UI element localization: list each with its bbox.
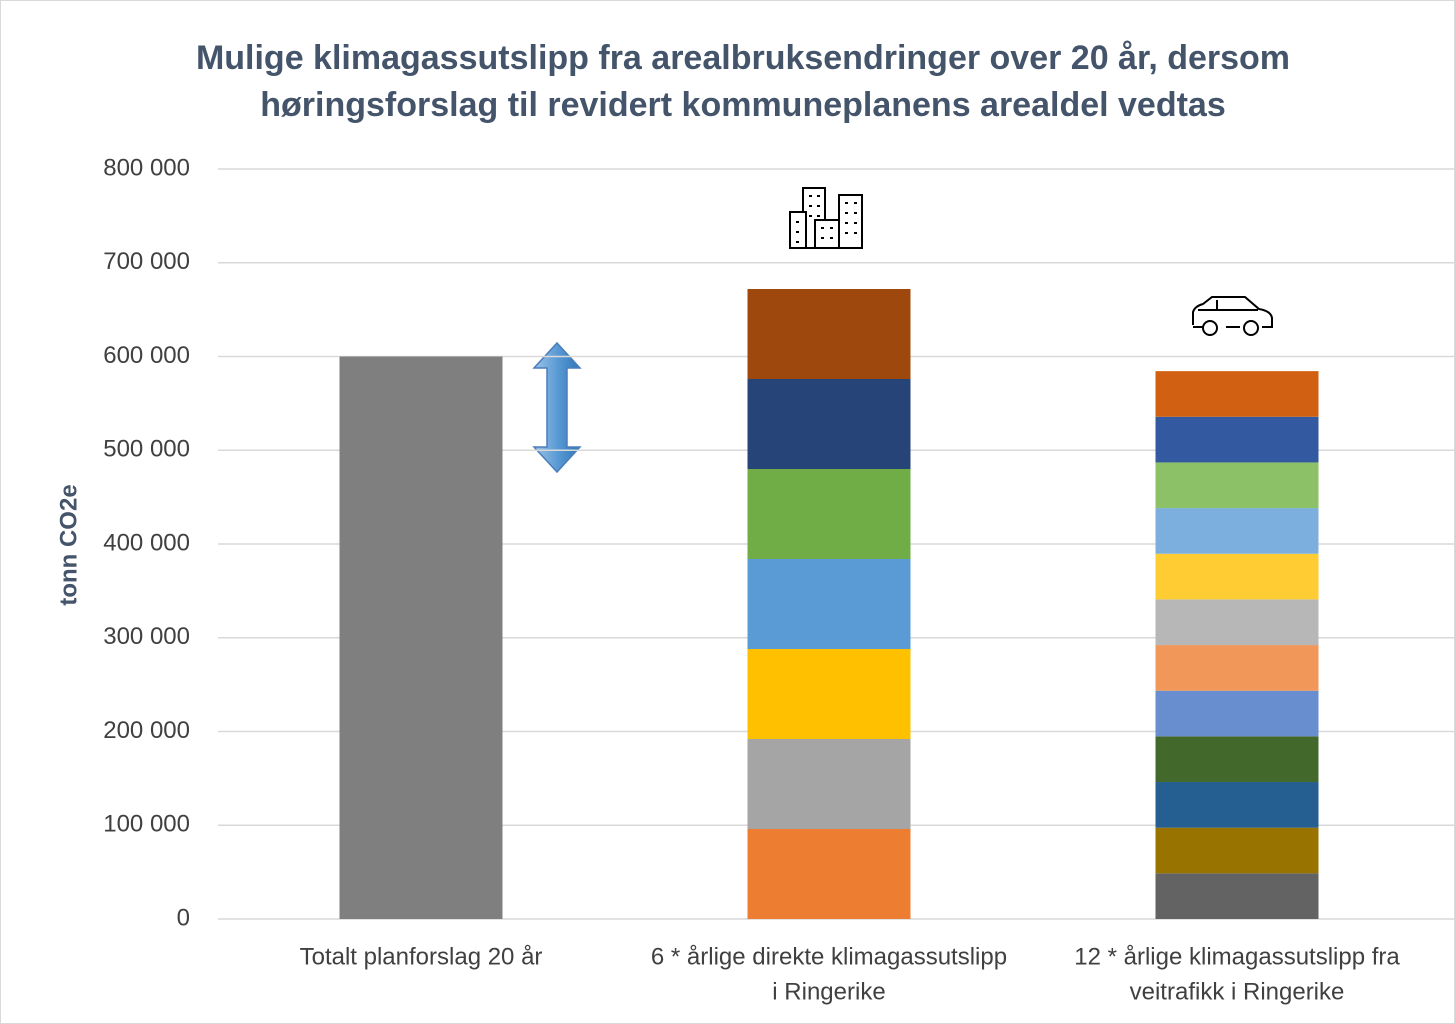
bar-segment xyxy=(339,356,503,919)
y-axis-label: tonn CO2e xyxy=(55,484,82,605)
y-tick-label: 100 000 xyxy=(103,811,190,838)
bar-segment xyxy=(747,289,911,379)
y-tick-label: 600 000 xyxy=(103,342,190,369)
bar-segment xyxy=(1155,736,1319,783)
chart-title: høringsforslag til revidert kommuneplane… xyxy=(260,86,1226,124)
bar-segment xyxy=(1155,416,1319,463)
y-tick-label: 500 000 xyxy=(103,436,190,463)
building-icon xyxy=(789,187,863,249)
y-tick-label: 400 000 xyxy=(103,529,190,556)
x-tick-label: Totalt planforslag 20 år xyxy=(300,943,543,970)
bar-segment xyxy=(747,469,911,559)
bar-segment xyxy=(747,739,911,829)
bar-segment xyxy=(747,649,911,739)
bar-segment xyxy=(1155,599,1319,646)
bar-segment xyxy=(1155,508,1319,554)
bar-segment xyxy=(747,829,911,919)
y-tick-label: 700 000 xyxy=(103,248,190,275)
x-tick-label: 12 * årlige klimagassutslipp fra xyxy=(1074,943,1400,970)
bar-segment xyxy=(1155,690,1319,737)
bar-segment xyxy=(1155,462,1319,509)
x-tick-label: i Ringerike xyxy=(772,978,885,1005)
y-tick-label: 300 000 xyxy=(103,623,190,650)
bar-segment xyxy=(1155,873,1319,919)
y-tick-label: 800 000 xyxy=(103,154,190,181)
y-tick-label: 0 xyxy=(177,904,190,931)
double-arrow xyxy=(532,341,582,474)
y-tick-label: 200 000 xyxy=(103,717,190,744)
bar-segment xyxy=(1155,827,1319,874)
car-icon xyxy=(1192,296,1273,336)
bar-segment xyxy=(1155,371,1319,417)
bar-segment xyxy=(747,559,911,649)
bar-segment xyxy=(1155,645,1319,691)
bar-segment xyxy=(1155,782,1319,828)
bar-segment xyxy=(747,379,911,469)
x-tick-label: veitrafikk i Ringerike xyxy=(1130,978,1345,1005)
bar-segment xyxy=(1155,553,1319,600)
x-tick-label: 6 * årlige direkte klimagassutslipp xyxy=(651,943,1007,970)
chart-title: Mulige klimagassutslipp fra arealbruksen… xyxy=(196,39,1290,77)
